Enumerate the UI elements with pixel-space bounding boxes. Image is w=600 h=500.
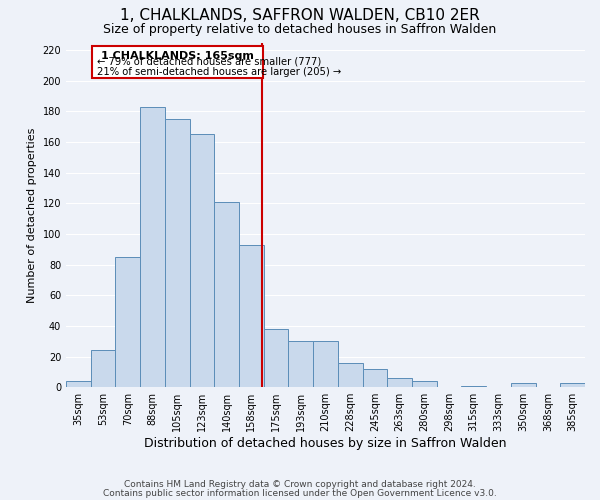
Bar — [91, 350, 115, 387]
Bar — [560, 382, 585, 387]
Text: Contains HM Land Registry data © Crown copyright and database right 2024.: Contains HM Land Registry data © Crown c… — [124, 480, 476, 489]
Bar — [214, 202, 239, 387]
Bar — [511, 382, 536, 387]
Text: 1 CHALKLANDS: 165sqm: 1 CHALKLANDS: 165sqm — [101, 52, 254, 62]
Bar — [412, 381, 437, 387]
Bar — [362, 369, 388, 387]
Bar — [239, 244, 264, 387]
Bar — [264, 329, 289, 387]
Bar — [313, 341, 338, 387]
Text: Contains public sector information licensed under the Open Government Licence v3: Contains public sector information licen… — [103, 488, 497, 498]
Bar — [66, 381, 91, 387]
Bar — [388, 378, 412, 387]
Text: Size of property relative to detached houses in Saffron Walden: Size of property relative to detached ho… — [103, 22, 497, 36]
Bar — [140, 107, 165, 387]
Text: 21% of semi-detached houses are larger (205) →: 21% of semi-detached houses are larger (… — [97, 67, 341, 77]
Bar — [115, 257, 140, 387]
Bar — [338, 362, 362, 387]
Bar — [461, 386, 486, 387]
Y-axis label: Number of detached properties: Number of detached properties — [27, 127, 37, 302]
Bar — [289, 341, 313, 387]
Bar — [190, 134, 214, 387]
Bar — [165, 119, 190, 387]
X-axis label: Distribution of detached houses by size in Saffron Walden: Distribution of detached houses by size … — [144, 437, 507, 450]
Text: ← 79% of detached houses are smaller (777): ← 79% of detached houses are smaller (77… — [97, 56, 321, 66]
Text: 1, CHALKLANDS, SAFFRON WALDEN, CB10 2ER: 1, CHALKLANDS, SAFFRON WALDEN, CB10 2ER — [120, 8, 480, 22]
FancyBboxPatch shape — [92, 46, 263, 78]
